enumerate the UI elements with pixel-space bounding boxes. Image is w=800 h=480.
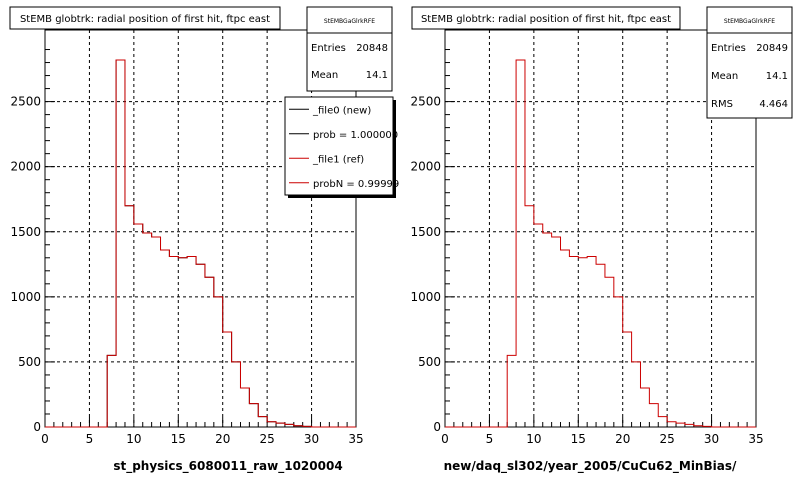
y-tick-label: 500 xyxy=(18,355,41,369)
legend-label: probN = 0.99999 xyxy=(313,179,399,190)
x-tick-label: 30 xyxy=(304,432,319,446)
stats-value: 4.464 xyxy=(759,99,788,110)
y-tick-label: 500 xyxy=(418,355,441,369)
x-tick-label: 25 xyxy=(260,432,275,446)
histogram-series-1 xyxy=(445,59,756,428)
x-tick-label: 35 xyxy=(748,432,763,446)
x-axis-label: st_physics_6080011_raw_1020004 xyxy=(113,459,342,474)
stats-box-name: StEMBGaGlrkRFE xyxy=(724,18,775,25)
x-tick-label: 20 xyxy=(615,432,630,446)
chart-title: StEMB globtrk: radial position of first … xyxy=(20,14,270,25)
stats-label: Entries xyxy=(311,43,346,54)
chart-panel-1: 0 5 10 15 20 25 30 35 0 500 1000 1500 2000 2500 StEMB … xyxy=(9,6,399,474)
stats-label: Entries xyxy=(711,43,746,54)
stats-label: Mean xyxy=(311,70,338,81)
plot-frame xyxy=(44,29,357,428)
legend-label: _file0 (new) xyxy=(312,105,371,116)
x-tick-label: 10 xyxy=(526,432,541,446)
chart-panel-2: 0 5 10 15 20 25 30 35 0 500 1000 1500 2000 2500 StEMB … xyxy=(410,6,793,474)
x-tick-label: 15 xyxy=(171,432,186,446)
x-tick-label: 10 xyxy=(126,432,141,446)
x-tick-label: 5 xyxy=(486,432,494,446)
y-tick-label: 1500 xyxy=(10,225,41,239)
x-tick-label: 0 xyxy=(41,432,49,446)
stats-value: 14.1 xyxy=(766,71,788,82)
y-tick-label: 2000 xyxy=(410,160,441,174)
x-tick-label: 25 xyxy=(660,432,675,446)
legend-label: _file1 (ref) xyxy=(312,154,364,165)
y-tick-label: 2500 xyxy=(410,95,441,109)
stats-label: Mean xyxy=(711,71,738,82)
stats-value: 20848 xyxy=(356,43,388,54)
x-tick-label: 35 xyxy=(348,432,363,446)
y-tick-label: 1000 xyxy=(410,290,441,304)
stats-value: 20849 xyxy=(756,43,788,54)
title-box xyxy=(411,6,681,30)
y-tick-label: 0 xyxy=(433,420,441,434)
y-tick-label: 1000 xyxy=(10,290,41,304)
x-tick-label: 30 xyxy=(704,432,719,446)
stats-box xyxy=(706,6,793,119)
chart-title: StEMB globtrk: radial position of first … xyxy=(421,14,671,25)
x-tick-label: 0 xyxy=(441,432,449,446)
plot-frame xyxy=(444,29,757,428)
stats-label: RMS xyxy=(711,99,733,110)
x-axis-label: new/daq_sl302/year_2005/CuCu62_MinBias/ xyxy=(444,459,737,474)
x-tick-label: 20 xyxy=(215,432,230,446)
y-tick-label: 2000 xyxy=(10,160,41,174)
y-tick-label: 2500 xyxy=(10,95,41,109)
legend: _file0 (new) prob = 1.000000 _file1 (ref) p… xyxy=(284,96,399,198)
stats-box-name: StEMBGaGlrkRFE xyxy=(324,18,375,25)
x-tick-label: 5 xyxy=(86,432,94,446)
y-tick-label: 0 xyxy=(33,420,41,434)
x-tick-label: 15 xyxy=(571,432,586,446)
stats-value: 14.1 xyxy=(366,70,388,81)
legend-label: prob = 1.000000 xyxy=(313,130,398,141)
legend-box xyxy=(284,96,394,196)
stats-box xyxy=(306,6,393,92)
y-tick-label: 1500 xyxy=(410,225,441,239)
histogram-series-2 xyxy=(45,59,356,428)
title-box xyxy=(9,6,281,30)
